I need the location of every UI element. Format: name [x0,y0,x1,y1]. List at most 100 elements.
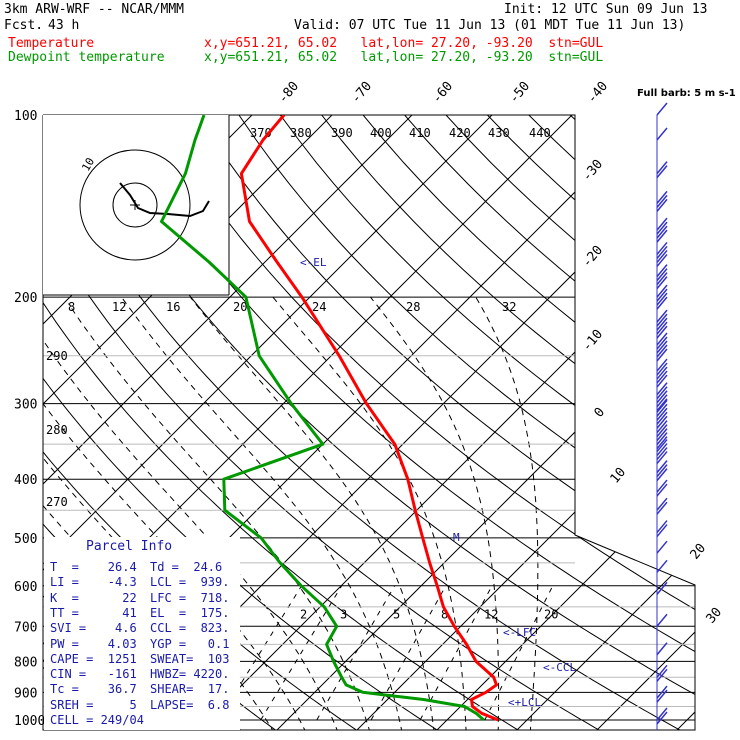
temperature-location: x,y=651.21, 65.02 lat,lon= 27.20, -93.20… [204,36,604,51]
wind-barb [656,225,668,239]
wind-barb [656,198,668,212]
speed-label: 28 [406,300,420,314]
wind-barb [656,362,668,376]
wind-barb [656,403,668,417]
pressure-tick-label: 700 [14,620,37,635]
isotherm-line [673,115,695,730]
dewpoint-profile [160,115,485,722]
wind-barb [656,268,668,282]
wind-barb [656,540,668,554]
wind-barb [656,386,668,400]
theta-label: 380 [290,126,312,140]
wind-barb [656,253,668,267]
moist-adiabat [67,303,371,730]
wind-barb [656,374,668,388]
dry-adiabat [321,115,695,730]
pressure-tick-label: 900 [14,686,37,701]
hodograph-ring [112,182,158,228]
wind-barb [656,217,668,231]
wind-barb [656,432,668,446]
dewpoint-location: x,y=651.21, 65.02 lat,lon= 27.20, -93.20… [204,50,604,65]
moist-adiabat [43,333,339,730]
parcel-row: PW = 4.03 YGP = 0.1 [50,636,230,651]
theta-label-left: 290 [46,349,68,363]
isotherm-line [43,115,346,730]
isotherm-label-top: -70 [349,79,376,107]
wind-barb [656,668,668,682]
parcel-key-right: YGP = 0.1 [150,636,230,651]
parcel-key-left: CELL = 249/04 [50,713,144,727]
speed-label: 24 [312,300,326,314]
wind-barb [656,411,668,425]
wind-barb [656,464,668,478]
wind-barb [656,424,668,438]
isotherm-label-top: -50 [507,79,534,107]
wind-barb [656,407,668,421]
dry-adiabat [279,115,695,730]
el-marker: <-EL [300,256,327,269]
isotherm-line [0,102,25,733]
mixing-ratio-label: 2 [300,607,307,621]
wind-barb [656,399,668,413]
mixing-ratio-label: 20 [544,607,558,621]
temperature-profile [239,115,499,722]
dry-adiabat [43,115,605,730]
wind-barb [656,317,668,331]
dry-adiabat [362,115,695,730]
wind-barb [656,325,668,339]
parcel-row: T = 26.4 Td = 24.6 [50,561,222,574]
theta-label-left: 270 [46,495,68,509]
speed-label: 12 [112,300,126,314]
parcel-key-right: CCL = 823. [150,621,230,636]
wind-barb [656,664,668,678]
speed-label: 20 [233,300,247,314]
header: 3km ARW-WRF -- NCAR/MMM Init: 12 UTC Sun… [0,0,740,70]
wind-barb [656,288,668,302]
isotherm-label-right: -30 [580,157,607,185]
wind-barb [656,468,668,482]
parcel-row: LI = -4.3 LCL = 939. [50,576,229,589]
wind-barb [656,497,668,511]
parcel-row: K = 22 LFC = 718. [50,591,229,605]
theta-label: 440 [529,126,551,140]
speed-label: 16 [166,300,180,314]
theta-label: 430 [488,126,510,140]
mixing-ratio-label: 3 [340,607,347,621]
pressure-tick-label: 300 [14,398,37,413]
fcst-label: Fcst. [4,18,44,33]
wind-barb [656,483,668,497]
parcel-key-right: SWEAT= 103 [150,651,230,666]
lcl-marker: <+LCL [508,696,541,709]
isotherm-line [433,115,695,730]
hodograph-trace [119,182,210,218]
isotherm-label-right: -20 [580,243,607,271]
parcel-row: CAPE = 1251 SWEAT= 103 [50,651,230,666]
dry-adiabat [528,115,695,730]
isotherm-label-top: -60 [430,79,457,107]
m-marker: M [453,531,460,544]
wind-barb [656,428,668,442]
wind-barb [656,382,668,396]
theta-label: 420 [449,126,471,140]
wind-barb [656,447,668,461]
pressure-tick-label: 1000 [14,714,45,729]
parcel-key-left: LI = -4.3 [50,575,137,590]
moist-adiabat [121,296,403,730]
parcel-key-right: HWBZ= 4220. [150,667,230,682]
wind-barb [656,398,668,412]
wind-barb [656,229,668,243]
wind-barb [656,439,668,453]
speed-label: 8 [68,300,75,314]
wind-barb [656,366,668,380]
isotherm-label-right: 0 [592,405,609,421]
theta-label-left: 280 [46,423,68,437]
dry-adiabat [569,115,695,730]
parcel-key-left: CAPE = 1251 [50,651,137,666]
chart-frame [42,114,696,731]
wind-barb [656,520,668,534]
wind-barb [656,332,668,346]
mixing-ratio-line [484,585,554,721]
parcel-row: SREH = 5 LAPSE= 6.8 [50,698,229,712]
wind-barb [656,102,668,116]
wind-barb [656,642,668,656]
